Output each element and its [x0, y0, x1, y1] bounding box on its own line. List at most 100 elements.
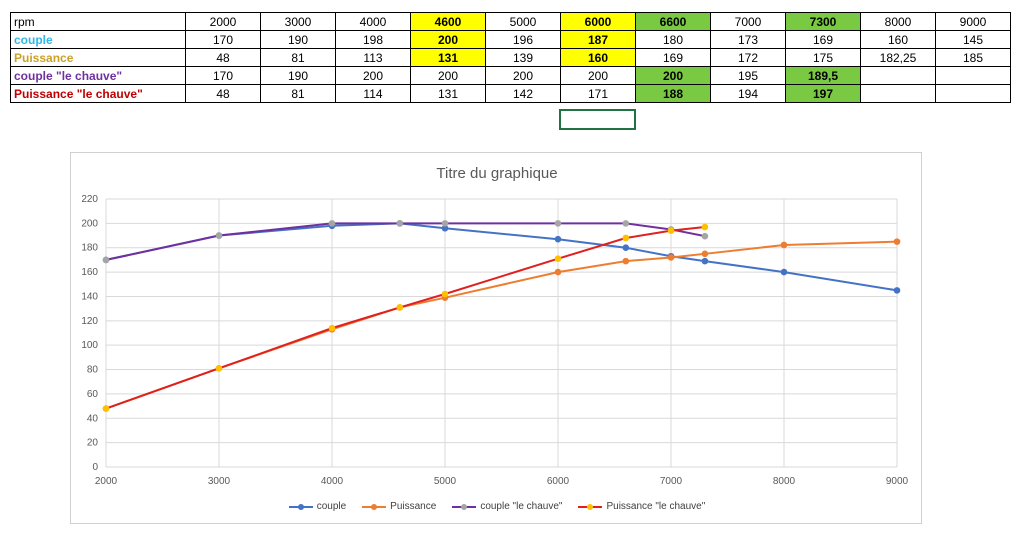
table-cell[interactable]	[935, 66, 1011, 85]
y-tick-label: 20	[87, 438, 99, 449]
table-cell[interactable]: 160	[560, 48, 636, 67]
data-point	[622, 244, 630, 252]
table-cell[interactable]: 81	[260, 84, 336, 103]
y-tick-label: 80	[87, 365, 99, 376]
data-point	[701, 250, 709, 258]
table-cell[interactable]: 4600	[410, 12, 486, 31]
chart-area[interactable]: Titre du graphique 0 20 40 60 80 100 120 140 160…	[70, 152, 922, 524]
table-cell[interactable]: 131	[410, 84, 486, 103]
table-cell[interactable]: 139	[485, 48, 561, 67]
table-cell[interactable]: 188	[635, 84, 711, 103]
table-cell[interactable]	[860, 66, 936, 85]
table-cell[interactable]: 6600	[635, 12, 711, 31]
legend-item[interactable]: couple	[288, 501, 346, 512]
y-tick-label: 0	[92, 462, 98, 473]
x-tick-label: 3000	[208, 476, 231, 487]
legend-item[interactable]: Puissance "le chauve"	[578, 501, 705, 512]
series-line-0	[105, 222, 898, 292]
row-label[interactable]: Puissance "le chauve"	[10, 84, 186, 103]
data-point	[441, 224, 449, 232]
y-tick-label: 140	[81, 291, 98, 302]
table-cell[interactable]: 182,25	[860, 48, 936, 67]
x-tick-label: 6000	[547, 476, 570, 487]
legend-marker-icon	[452, 502, 477, 512]
table-cell[interactable]: 190	[260, 30, 336, 49]
table-cell[interactable]: 185	[935, 48, 1011, 67]
table-cell[interactable]: 2000	[185, 12, 261, 31]
data-point	[328, 324, 336, 332]
table-cell[interactable]: 200	[335, 66, 411, 85]
table-cell[interactable]: 200	[635, 66, 711, 85]
data-point	[554, 255, 562, 262]
chart-title[interactable]: Titre du graphique	[436, 165, 558, 182]
table-cell[interactable]: 48	[185, 84, 261, 103]
chart-legend[interactable]: couple Puissance couple "le chauve" Puissan…	[71, 501, 923, 512]
table-cell[interactable]: 180	[635, 30, 711, 49]
y-tick-label: 120	[81, 316, 98, 327]
series-line-1	[105, 240, 898, 410]
table-cell[interactable]: 7000	[710, 12, 786, 31]
x-tick-label: 2000	[95, 476, 118, 487]
table-cell[interactable]	[935, 84, 1011, 103]
table-cell[interactable]: 81	[260, 48, 336, 67]
table-cell[interactable]: 170	[185, 66, 261, 85]
table-cell[interactable]: 200	[410, 30, 486, 49]
data-point	[893, 287, 901, 294]
data-point	[893, 238, 901, 245]
x-tick-label: 7000	[660, 476, 683, 487]
table-cell[interactable]: 173	[710, 30, 786, 49]
table-cell[interactable]: 194	[710, 84, 786, 103]
table-cell[interactable]	[860, 84, 936, 103]
row-label[interactable]: Puissance	[10, 48, 186, 67]
table-cell[interactable]: 190	[260, 66, 336, 85]
y-tick-label: 100	[81, 340, 98, 351]
table-cell[interactable]: 7300	[785, 12, 861, 31]
row-label[interactable]: couple "le chauve"	[10, 66, 186, 85]
table-cell[interactable]: 195	[710, 66, 786, 85]
table-cell[interactable]: 200	[410, 66, 486, 85]
table-cell[interactable]: 6000	[560, 12, 636, 31]
data-point	[396, 304, 404, 311]
table-cell[interactable]: 3000	[260, 12, 336, 31]
row-label[interactable]: rpm	[10, 12, 186, 31]
table-cell[interactable]: 160	[860, 30, 936, 49]
table-cell[interactable]: 172	[710, 48, 786, 67]
table-cell[interactable]: 200	[560, 66, 636, 85]
table-cell[interactable]: 197	[785, 84, 861, 103]
legend-item[interactable]: couple "le chauve"	[452, 501, 562, 512]
table-cell[interactable]: 9000	[935, 12, 1011, 31]
table-cell[interactable]: 4000	[335, 12, 411, 31]
table-cell[interactable]: 175	[785, 48, 861, 67]
legend-label: couple "le chauve"	[480, 501, 563, 512]
table-row: Puissance 48 81 113 131 139 160 169 172 175 182,25…	[10, 48, 1011, 67]
x-tick-label: 9000	[886, 476, 909, 487]
table-cell[interactable]: 8000	[860, 12, 936, 31]
data-point	[622, 220, 630, 227]
table-cell[interactable]: 171	[560, 84, 636, 103]
table-row: Puissance "le chauve" 48 81 114 131 142 171 188…	[10, 84, 1011, 103]
data-point	[396, 220, 404, 227]
table-cell[interactable]: 169	[785, 30, 861, 49]
table-cell[interactable]: 113	[335, 48, 411, 67]
table-cell[interactable]: 48	[185, 48, 261, 67]
table-cell[interactable]: 196	[485, 30, 561, 49]
table-cell[interactable]: 169	[635, 48, 711, 67]
y-tick-label: 180	[81, 243, 98, 254]
y-tick-label: 200	[81, 218, 98, 229]
table-cell[interactable]: 189,5	[785, 66, 861, 85]
selected-cell[interactable]	[559, 109, 636, 130]
table-cell[interactable]: 114	[335, 84, 411, 103]
table-cell[interactable]: 198	[335, 30, 411, 49]
table-cell[interactable]: 170	[185, 30, 261, 49]
data-point	[554, 220, 562, 227]
row-label[interactable]: couple	[10, 30, 186, 49]
table-cell[interactable]: 131	[410, 48, 486, 67]
legend-marker-icon	[362, 502, 387, 512]
table-row: couple 170 190 198 200 196 187 180 173 169 160 145	[10, 30, 1011, 49]
table-cell[interactable]: 200	[485, 66, 561, 85]
table-cell[interactable]: 142	[485, 84, 561, 103]
table-cell[interactable]: 145	[935, 30, 1011, 49]
table-cell[interactable]: 187	[560, 30, 636, 49]
legend-item[interactable]: Puissance	[362, 501, 436, 512]
table-cell[interactable]: 5000	[485, 12, 561, 31]
